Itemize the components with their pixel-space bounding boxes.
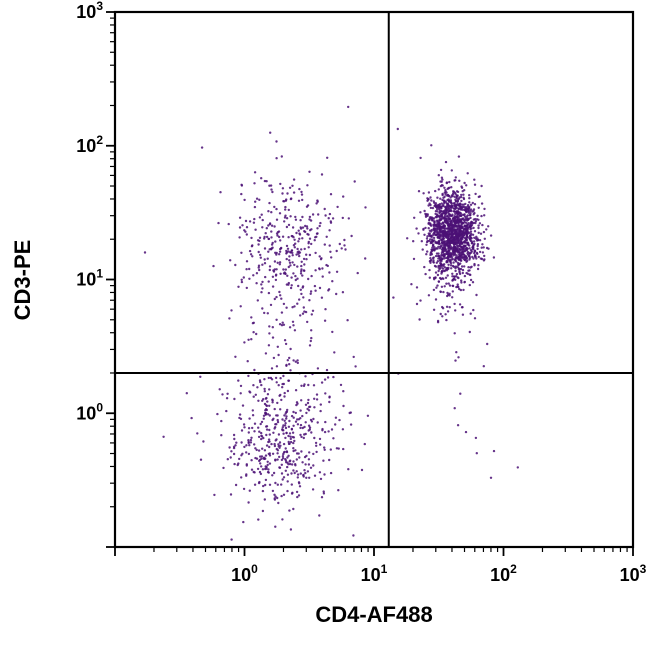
svg-text:101: 101 bbox=[76, 267, 103, 290]
svg-text:101: 101 bbox=[361, 562, 388, 585]
svg-text:102: 102 bbox=[490, 562, 517, 585]
axis-tick-labels: 100 100 101 101 102 102 103 103 bbox=[76, 0, 646, 585]
svg-text:102: 102 bbox=[76, 133, 103, 156]
svg-text:100: 100 bbox=[76, 400, 103, 423]
svg-text:103: 103 bbox=[620, 562, 647, 585]
scatter-points bbox=[143, 105, 519, 541]
svg-text:100: 100 bbox=[231, 562, 258, 585]
plot-frame bbox=[113, 10, 635, 549]
svg-text:103: 103 bbox=[76, 0, 103, 22]
axis-ticks bbox=[106, 11, 634, 556]
y-axis-title: CD3-PE bbox=[10, 240, 35, 321]
quadrant-gate-lines bbox=[115, 12, 633, 547]
x-axis-title: CD4-AF488 bbox=[315, 602, 432, 627]
